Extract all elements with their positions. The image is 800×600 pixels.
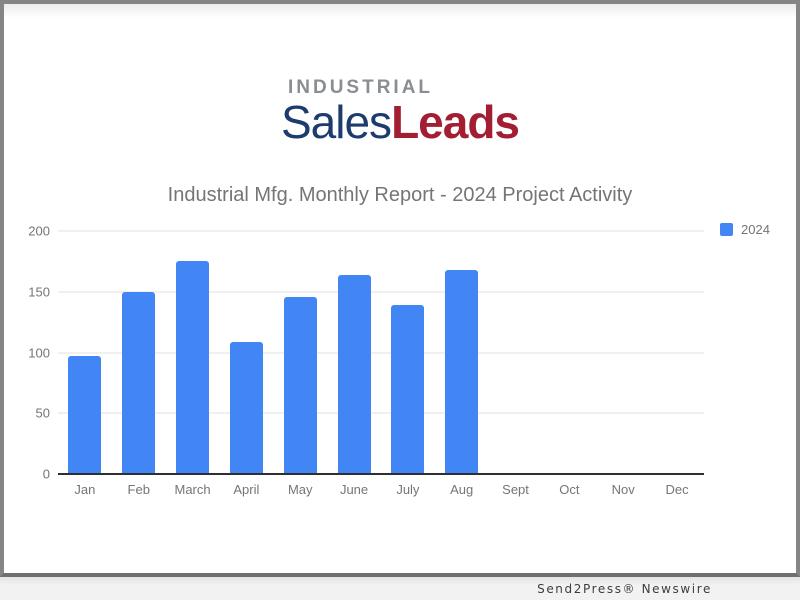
bar-slot-march xyxy=(166,231,220,474)
chart-title: Industrial Mfg. Monthly Report - 2024 Pr… xyxy=(167,184,633,206)
bar-slot-may xyxy=(273,231,327,474)
x-axis-labels: Jan Feb March April May June July Aug Sept Oct Nov… xyxy=(58,482,704,497)
x-tick-label-sept: Sept xyxy=(502,482,529,497)
gridline-100 xyxy=(58,352,704,353)
logo-inner: INDUSTRIAL SalesLeads xyxy=(280,77,520,148)
legend-swatch-2024 xyxy=(720,223,733,236)
y-tick-label-200: 200 xyxy=(28,223,50,239)
logo-industrial: INDUSTRIAL xyxy=(287,77,434,98)
x-tick-label-aug: Aug xyxy=(450,482,474,497)
gridline-0 xyxy=(58,473,704,475)
gridlines xyxy=(58,230,704,475)
y-tick-label-0: 0 xyxy=(42,466,50,482)
bar-slot-jan xyxy=(58,231,112,474)
bar-slot-oct xyxy=(542,231,596,474)
x-tick-label-april: April xyxy=(233,482,260,497)
x-tick-label-feb: Feb xyxy=(127,482,150,497)
y-tick-label-150: 150 xyxy=(28,284,50,300)
bar-slot-aug xyxy=(435,231,489,474)
bar-july xyxy=(391,305,425,474)
gridline-50 xyxy=(58,412,704,414)
bar-june xyxy=(337,274,371,474)
x-tick-label-may: May xyxy=(287,482,313,497)
x-tick-label-july: July xyxy=(396,482,420,497)
x-tick-label-jan: Jan xyxy=(74,482,96,497)
logo-salesleads: SalesLeads xyxy=(280,95,520,148)
bar-feb xyxy=(122,291,156,474)
x-tick-label-june: June xyxy=(339,482,369,497)
bar-jan xyxy=(68,356,102,474)
x-tick-label-dec: Dec xyxy=(665,482,689,497)
bar-march xyxy=(176,261,210,474)
y-tick-label-100: 100 xyxy=(28,345,50,360)
bar-slot-sept xyxy=(489,231,543,474)
legend: 2024 xyxy=(720,222,770,237)
bar-slot-nov xyxy=(596,231,650,474)
x-tick-label-oct: Oct xyxy=(559,482,580,497)
bar-slot-july xyxy=(381,231,435,474)
bar-slot-april xyxy=(219,231,273,474)
x-tick-label-march: March xyxy=(174,482,211,497)
bar-aug xyxy=(445,269,479,474)
legend-label-2024: 2024 xyxy=(741,222,770,237)
logo-sales: Sales xyxy=(280,95,392,148)
y-axis-labels: 0 50 100 150 200 xyxy=(4,225,50,481)
plot-area xyxy=(58,230,704,475)
y-tick-label-50: 50 xyxy=(35,405,50,421)
bar-slot-dec xyxy=(650,231,704,474)
bar-may xyxy=(283,296,317,474)
graphic-card: INDUSTRIAL SalesLeads Industrial Mfg. Mo… xyxy=(0,0,800,577)
bottom-strip: Send2Press® Newswire xyxy=(0,577,800,600)
logo: INDUSTRIAL SalesLeads xyxy=(4,77,796,148)
gridline-150 xyxy=(58,291,704,293)
bar-slot-feb xyxy=(112,231,166,474)
gridline-200 xyxy=(58,230,704,232)
bar-slot-june xyxy=(327,231,381,474)
newswire-watermark: Send2Press® Newswire xyxy=(537,581,712,596)
logo-leads: Leads xyxy=(391,95,520,148)
bars xyxy=(58,231,704,474)
bar-april xyxy=(229,341,263,474)
x-tick-label-nov: Nov xyxy=(611,482,635,497)
